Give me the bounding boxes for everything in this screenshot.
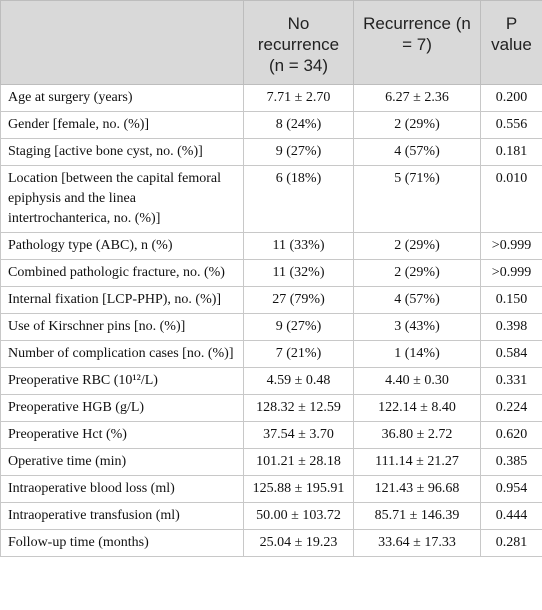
value-cell: 11 (33%) [243, 232, 354, 260]
value-cell: 9 (27%) [243, 313, 354, 341]
value-cell: 0.150 [480, 286, 542, 314]
value-cell: 4.40 ± 0.30 [353, 367, 481, 395]
table-row: Intraoperative transfusion (ml) 50.00 ± 1… [0, 502, 542, 530]
value-cell: 1 (14%) [353, 340, 481, 368]
value-cell: 4.59 ± 0.48 [243, 367, 354, 395]
row-label: Preoperative HGB (g/L) [0, 394, 244, 422]
row-label: Intraoperative blood loss (ml) [0, 475, 244, 503]
value-cell: 2 (29%) [353, 232, 481, 260]
row-label: Combined pathologic fracture, no. (%) [0, 259, 244, 287]
value-cell: 0.281 [480, 529, 542, 557]
value-cell: 33.64 ± 17.33 [353, 529, 481, 557]
value-cell: 8 (24%) [243, 111, 354, 139]
table-row: Preoperative RBC (10¹²/L) 4.59 ± 0.48 4.40… [0, 367, 542, 395]
value-cell: 11 (32%) [243, 259, 354, 287]
table-row: Age at surgery (years) 7.71 ± 2.70 6.27 ± … [0, 84, 542, 112]
value-cell: 6 (18%) [243, 165, 354, 233]
value-cell: 6.27 ± 2.36 [353, 84, 481, 112]
value-cell: 0.398 [480, 313, 542, 341]
value-cell: 4 (57%) [353, 138, 481, 166]
row-label: Operative time (min) [0, 448, 244, 476]
value-cell: 125.88 ± 195.91 [243, 475, 354, 503]
value-cell: 7 (21%) [243, 340, 354, 368]
value-cell: 50.00 ± 103.72 [243, 502, 354, 530]
table-row: Combined pathologic fracture, no. (%) 11 … [0, 259, 542, 287]
value-cell: 122.14 ± 8.40 [353, 394, 481, 422]
data-table: No recurrence (n = 34) Recurrence (n = 7… [0, 0, 542, 557]
row-label: Pathology type (ABC), n (%) [0, 232, 244, 260]
value-cell: 0.385 [480, 448, 542, 476]
value-cell: 0.954 [480, 475, 542, 503]
row-label: Intraoperative transfusion (ml) [0, 502, 244, 530]
value-cell: 0.181 [480, 138, 542, 166]
value-cell: 121.43 ± 96.68 [353, 475, 481, 503]
value-cell: 9 (27%) [243, 138, 354, 166]
value-cell: 5 (71%) [353, 165, 481, 233]
value-cell: 0.224 [480, 394, 542, 422]
row-label: Gender [female, no. (%)] [0, 111, 244, 139]
value-cell: 0.010 [480, 165, 542, 233]
table-row: Internal fixation [LCP-PHP), no. (%)] 27 … [0, 286, 542, 314]
row-label: Use of Kirschner pins [no. (%)] [0, 313, 244, 341]
row-label: Number of complication cases [no. (%)] [0, 340, 244, 368]
value-cell: 0.556 [480, 111, 542, 139]
table-row: Follow-up time (months) 25.04 ± 19.23 33.6… [0, 529, 542, 557]
header-cell: P value [480, 0, 542, 85]
header-cell [0, 0, 244, 85]
row-label: Internal fixation [LCP-PHP), no. (%)] [0, 286, 244, 314]
table-row: Intraoperative blood loss (ml) 125.88 ± 1… [0, 475, 542, 503]
row-label: Preoperative RBC (10¹²/L) [0, 367, 244, 395]
table-row: Pathology type (ABC), n (%) 11 (33%) 2 (29… [0, 232, 542, 260]
row-label: Follow-up time (months) [0, 529, 244, 557]
row-label: Staging [active bone cyst, no. (%)] [0, 138, 244, 166]
table-row: Location [between the capital femoral ep… [0, 165, 542, 233]
row-label: Preoperative Hct (%) [0, 421, 244, 449]
value-cell: 27 (79%) [243, 286, 354, 314]
value-cell: 0.444 [480, 502, 542, 530]
value-cell: 7.71 ± 2.70 [243, 84, 354, 112]
value-cell: 0.620 [480, 421, 542, 449]
header-cell: No recurrence (n = 34) [243, 0, 354, 85]
value-cell: 25.04 ± 19.23 [243, 529, 354, 557]
value-cell: 128.32 ± 12.59 [243, 394, 354, 422]
header-row: No recurrence (n = 34) Recurrence (n = 7… [0, 0, 542, 85]
value-cell: 0.331 [480, 367, 542, 395]
value-cell: 0.200 [480, 84, 542, 112]
value-cell: >0.999 [480, 259, 542, 287]
table-body: Age at surgery (years) 7.71 ± 2.70 6.27 ± … [0, 84, 542, 557]
value-cell: >0.999 [480, 232, 542, 260]
value-cell: 85.71 ± 146.39 [353, 502, 481, 530]
value-cell: 36.80 ± 2.72 [353, 421, 481, 449]
value-cell: 101.21 ± 28.18 [243, 448, 354, 476]
row-label: Age at surgery (years) [0, 84, 244, 112]
table-row: Staging [active bone cyst, no. (%)] 9 (27… [0, 138, 542, 166]
value-cell: 2 (29%) [353, 111, 481, 139]
value-cell: 0.584 [480, 340, 542, 368]
value-cell: 2 (29%) [353, 259, 481, 287]
table-row: Number of complication cases [no. (%)] 7 … [0, 340, 542, 368]
table-row: Preoperative HGB (g/L) 128.32 ± 12.59 122.… [0, 394, 542, 422]
table-header: No recurrence (n = 34) Recurrence (n = 7… [0, 0, 542, 85]
table-row: Gender [female, no. (%)] 8 (24%) 2 (29%) 0.… [0, 111, 542, 139]
table-row: Operative time (min) 101.21 ± 28.18 111.14… [0, 448, 542, 476]
value-cell: 4 (57%) [353, 286, 481, 314]
value-cell: 37.54 ± 3.70 [243, 421, 354, 449]
table-row: Preoperative Hct (%) 37.54 ± 3.70 36.80 ± … [0, 421, 542, 449]
value-cell: 111.14 ± 21.27 [353, 448, 481, 476]
value-cell: 3 (43%) [353, 313, 481, 341]
header-cell: Recurrence (n = 7) [353, 0, 481, 85]
row-label: Location [between the capital femoral ep… [0, 165, 244, 233]
table-row: Use of Kirschner pins [no. (%)] 9 (27%) 3 … [0, 313, 542, 341]
